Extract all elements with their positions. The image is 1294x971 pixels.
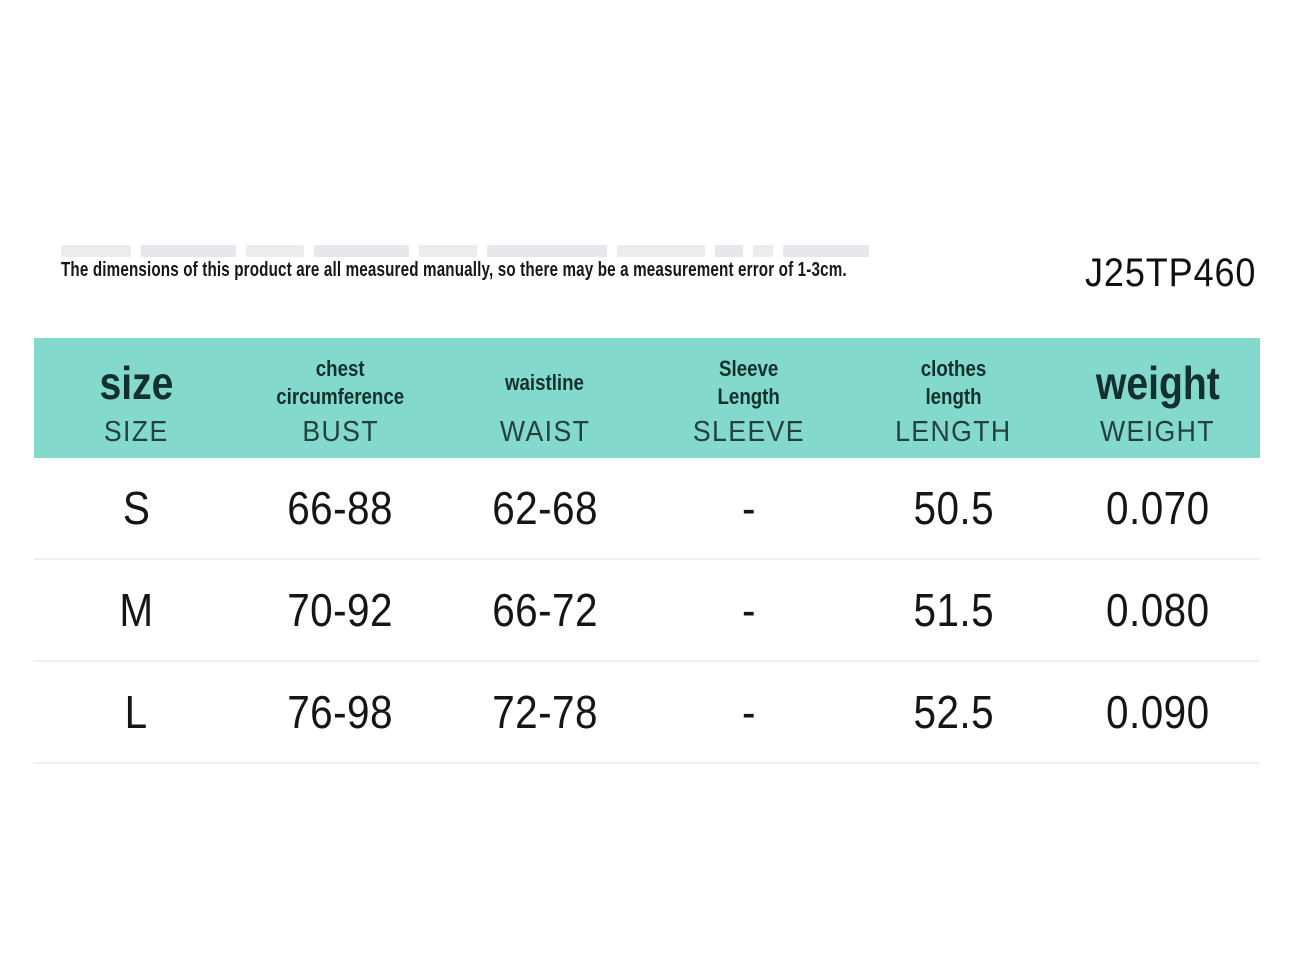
header-label-line2: Length (717, 384, 781, 409)
cell-value: - (742, 686, 757, 738)
cell-length: 50.5 (851, 458, 1055, 558)
artifact-block (753, 245, 773, 257)
cell-sleeve: - (647, 458, 851, 558)
cell-weight: 0.080 (1056, 560, 1260, 660)
header-sublabel: SLEEVE (693, 415, 806, 448)
header-label: Sleeve (719, 355, 779, 381)
header-label: size (99, 357, 174, 409)
column-header-waist: waistline WAIST (443, 338, 647, 458)
table-row-s: S 66-88 62-68 - 50.5 0.070 (34, 458, 1260, 560)
cropped-text-artifact (61, 245, 869, 258)
table-row-l: L 76-98 72-78 - 52.5 0.090 (34, 662, 1260, 764)
artifact-block (487, 245, 607, 257)
cell-value: 70-92 (287, 584, 394, 636)
column-header-secondary: SIZE (101, 416, 171, 448)
artifact-block (783, 245, 869, 257)
cell-value: 66-88 (287, 482, 394, 534)
column-header-size: size SIZE (34, 338, 238, 458)
cell-bust: 76-98 (238, 662, 442, 762)
column-header-primary: chest circumference (265, 350, 415, 416)
header-label-line2: circumference (276, 384, 405, 409)
header-sublabel: WAIST (499, 415, 591, 448)
column-header-length: clothes length LENGTH (851, 338, 1055, 458)
measurement-disclaimer: The dimensions of this product are all m… (61, 259, 847, 281)
cell-size: S (34, 458, 238, 558)
cell-length: 51.5 (851, 560, 1055, 660)
header-label: waistline (505, 369, 585, 395)
column-header-sleeve: Sleeve Length SLEEVE (647, 338, 851, 458)
column-header-secondary: SLEEVE (688, 416, 810, 448)
cell-sleeve: - (647, 560, 851, 660)
table-row-m: M 70-92 66-72 - 51.5 0.080 (34, 560, 1260, 662)
product-code: J25TP460 (1084, 251, 1256, 295)
column-header-secondary: LENGTH (890, 416, 1017, 448)
header-label: chest (316, 355, 365, 381)
column-header-secondary: WAIST (496, 416, 594, 448)
table-header-row: size SIZE chest circumference BUST waistl… (34, 338, 1260, 458)
cell-value: 0.080 (1106, 584, 1210, 636)
header-label-line2: length (925, 384, 982, 409)
column-header-primary: Sleeve Length (712, 350, 785, 416)
cell-value: - (742, 482, 757, 534)
cell-bust: 66-88 (238, 458, 442, 558)
cell-waist: 72-78 (443, 662, 647, 762)
cell-waist: 66-72 (443, 560, 647, 660)
cell-value: S (122, 482, 150, 534)
cell-weight: 0.070 (1056, 458, 1260, 558)
size-table: size SIZE chest circumference BUST waistl… (34, 338, 1260, 764)
header-label: clothes (920, 355, 987, 381)
cell-value: 52.5 (913, 686, 994, 738)
header-sublabel: SIZE (103, 415, 169, 448)
cell-weight: 0.090 (1056, 662, 1260, 762)
column-header-weight: weight WEIGHT (1056, 338, 1260, 458)
cell-value: 66-72 (491, 584, 598, 636)
artifact-block (419, 245, 477, 257)
cell-waist: 62-68 (443, 458, 647, 558)
cell-value: 0.070 (1106, 482, 1210, 534)
column-header-secondary: WEIGHT (1095, 416, 1220, 448)
cell-value: 72-78 (491, 686, 598, 738)
artifact-block (246, 245, 304, 257)
artifact-block (314, 245, 409, 257)
header-sublabel: BUST (302, 415, 379, 448)
artifact-block (141, 245, 236, 257)
column-header-bust: chest circumference BUST (238, 338, 442, 458)
artifact-block (61, 245, 131, 257)
cell-value: L (124, 686, 148, 738)
cell-sleeve: - (647, 662, 851, 762)
artifact-block (715, 245, 743, 257)
cell-length: 52.5 (851, 662, 1055, 762)
cell-value: 50.5 (913, 482, 994, 534)
column-header-primary: size (93, 350, 180, 416)
column-header-primary: weight (1085, 350, 1231, 416)
column-header-primary: waistline (498, 350, 591, 416)
header-sublabel: LENGTH (895, 415, 1012, 448)
cell-value: 0.090 (1106, 686, 1210, 738)
cell-bust: 70-92 (238, 560, 442, 660)
header-sublabel: WEIGHT (1100, 415, 1216, 448)
cell-size: M (34, 560, 238, 660)
cell-value: 62-68 (491, 482, 598, 534)
cell-value: - (742, 584, 757, 636)
header-label: weight (1095, 357, 1220, 409)
column-header-secondary: BUST (299, 416, 382, 448)
cell-value: 51.5 (913, 584, 994, 636)
cell-value: M (119, 584, 154, 636)
artifact-block (617, 245, 705, 257)
cell-value: 76-98 (287, 686, 394, 738)
cell-size: L (34, 662, 238, 762)
column-header-primary: clothes length (915, 350, 992, 416)
